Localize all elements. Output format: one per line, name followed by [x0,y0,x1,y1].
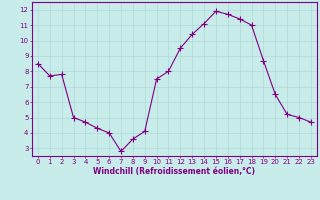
X-axis label: Windchill (Refroidissement éolien,°C): Windchill (Refroidissement éolien,°C) [93,167,255,176]
